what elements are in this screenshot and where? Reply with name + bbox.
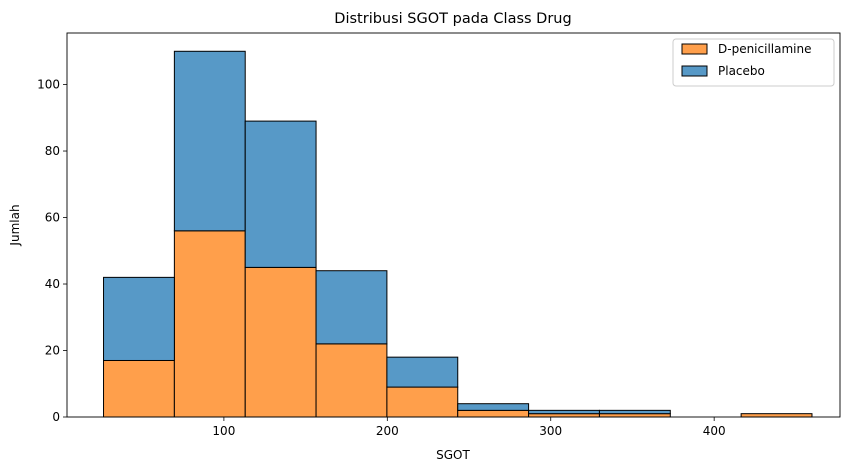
bar-placebo-1 xyxy=(173,50,246,232)
bar-d-penicillamine-0 xyxy=(103,359,175,418)
bar-placebo-2 xyxy=(244,120,317,268)
bar-d-penicillamine-5 xyxy=(457,409,530,418)
chart-title: Distribusi SGOT pada Class Drug xyxy=(334,11,571,27)
x-tick-label: 300 xyxy=(539,424,562,438)
bar-d-penicillamine-2 xyxy=(244,266,317,418)
legend-swatch-d-penicillamine xyxy=(681,43,708,55)
bars-group xyxy=(103,50,813,418)
bar-d-penicillamine-1 xyxy=(173,230,246,418)
x-tick-label: 200 xyxy=(376,424,399,438)
x-axis-label: SGOT xyxy=(436,448,470,462)
bar-placebo-5 xyxy=(457,403,530,411)
legend-label-placebo: Placebo xyxy=(718,64,765,78)
x-tick-label: 100 xyxy=(212,424,235,438)
bar-placebo-0 xyxy=(103,276,175,361)
legend: D-penicillamine Placebo xyxy=(672,38,835,87)
y-tick-label: 0 xyxy=(52,410,60,424)
bar-placebo-4 xyxy=(386,356,459,388)
y-tick-label: 60 xyxy=(45,211,60,225)
bar-d-penicillamine-9 xyxy=(740,413,813,418)
legend-swatch-placebo xyxy=(681,65,708,77)
legend-box xyxy=(672,38,835,87)
x-axis-ticks: 100 200 300 400 xyxy=(212,417,726,438)
plot-frame xyxy=(66,32,841,418)
bar-d-penicillamine-3 xyxy=(315,343,388,418)
y-tick-label: 80 xyxy=(45,144,60,158)
legend-label-d-penicillamine: D-penicillamine xyxy=(718,42,811,56)
bar-d-penicillamine-4 xyxy=(386,386,459,418)
bar-placebo-6 xyxy=(528,409,600,415)
bar-placebo-7 xyxy=(598,409,671,415)
bar-placebo-3 xyxy=(315,270,388,345)
y-tick-label: 40 xyxy=(45,277,60,291)
y-axis-ticks: 0 20 40 60 80 100 xyxy=(37,78,67,424)
x-tick-label: 400 xyxy=(703,424,726,438)
y-axis-label: Jumlah xyxy=(8,204,22,246)
y-tick-label: 20 xyxy=(45,344,60,358)
y-tick-label: 100 xyxy=(37,78,60,92)
